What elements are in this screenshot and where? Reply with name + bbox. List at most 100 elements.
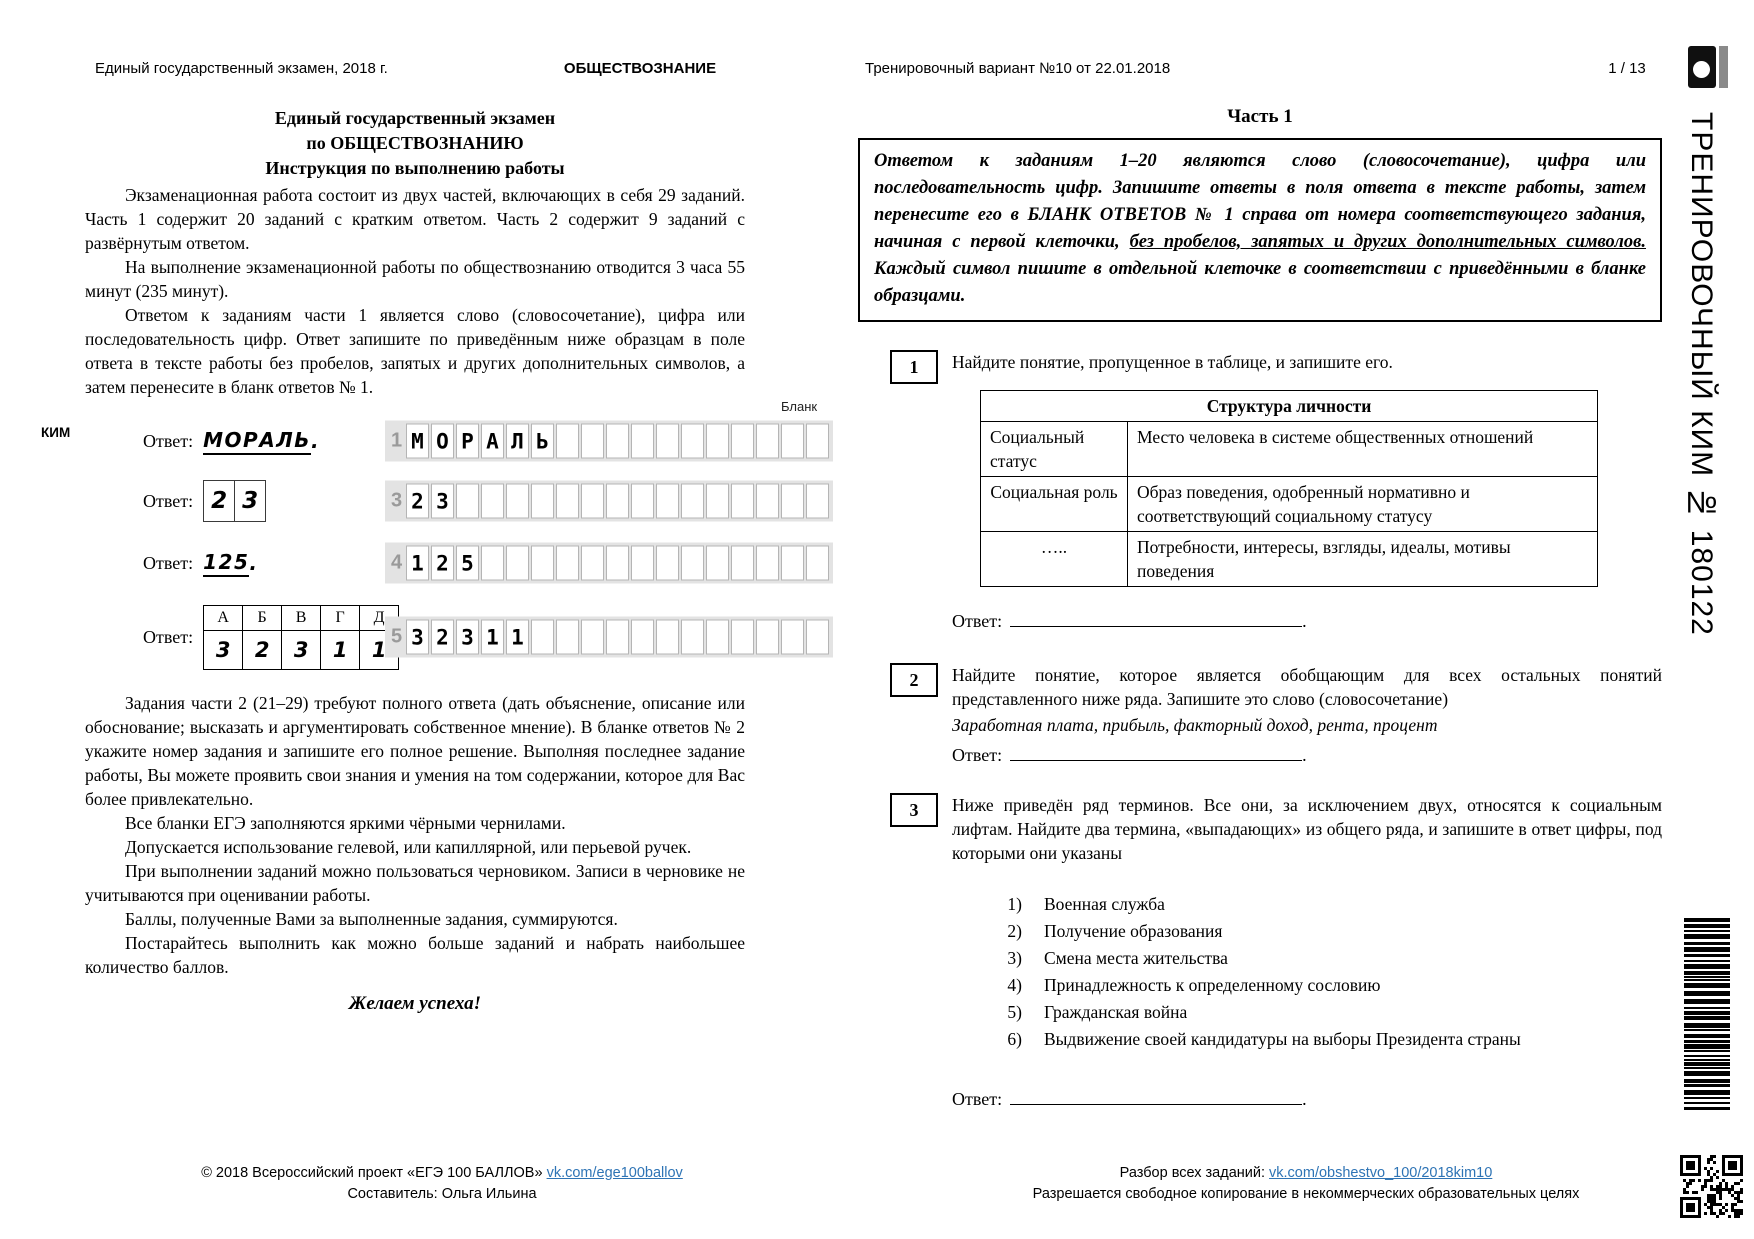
grid-cell [706,619,729,655]
footer-left-link[interactable]: vk.com/ege100ballov [546,1165,683,1181]
grid-cell [756,423,779,459]
footer-review-line: Разбор всех заданий: vk.com/obshestvo_10… [950,1163,1662,1184]
footer-right-link[interactable]: vk.com/obshestvo_100/2018kim10 [1269,1165,1493,1181]
footer-license: Разрешается свободное копирование в неко… [950,1184,1662,1205]
grid-cell [556,545,579,581]
table-term-cell: Социальная роль [980,476,1128,532]
good-luck-text: Желаем успеха! [348,993,482,1014]
table-definition-cell: Образ поведения, одобренный нормативно и… [1127,476,1598,532]
grid-cell [806,545,829,581]
grid-cell: 1 [506,619,529,655]
grid-cell: 1 [406,545,429,581]
kim-vertical-label: ТРЕНИРОВОЧНЫЙ КИМ № 180122 [1685,112,1718,636]
barcode-bar [1684,1107,1730,1110]
table-definition-cell: Потребности, интересы, взгляды, идеалы, … [1127,531,1598,587]
header-variant: Тренировочный вариант №10 от 22.01.2018 [865,60,1171,77]
footer-right: Разбор всех заданий: vk.com/obshestvo_10… [950,1163,1662,1205]
instruction-paragraph: На выполнение экзаменационной работы по … [85,257,745,301]
barcode-bar [1684,942,1730,945]
question-3: 3 Ниже приведён ряд терминов. Все они, з… [858,793,1662,1111]
grid-cell [581,423,604,459]
grid-cell [631,423,654,459]
list-item-text: Принадлежность к определенному сословию [1044,975,1381,995]
question-2-answer-line: Ответ:. [952,743,1662,767]
instruction-paragraph: Постарайтесь выполнить как можно больше … [85,933,745,977]
question-2-text: Найдите понятие, которое является обобща… [952,665,1662,709]
list-item: 5) Гражданская война [996,999,1662,1026]
grid-cell [656,545,679,581]
grid-cell [531,619,554,655]
answer-label: Ответ: [952,1089,1003,1109]
handwritten-answer-suffix: . [311,429,319,453]
grid-cell [731,545,754,581]
instruction-paragraph: Допускается использование гелевой, или к… [125,837,692,857]
instruction-paragraph: Все бланки ЕГЭ заполняются яркими чёрным… [125,813,566,833]
sample-answer-row: Ответ: 125. 4 1 2 5 [85,533,833,593]
instruction-paragraphs-top: Экзаменационная работа состоит из двух ч… [85,183,745,399]
grid-cell [781,483,804,519]
question-1-number: 1 [890,350,938,384]
header-exam-name: Единый государственный экзамен, 2018 г. [95,60,388,77]
grid-cell [756,483,779,519]
blank-label: Бланк [781,399,818,414]
list-item-number: 4) [1007,975,1022,995]
barcode-bar [1684,930,1730,932]
grid-cell: 1 [481,619,504,655]
barcode-bar [1684,976,1730,978]
grid-cell: 3 [406,619,429,655]
grid-number: 1 [390,429,403,452]
barcode-bar [1684,1029,1730,1031]
match-header-cell: Г [320,604,361,631]
grid-cell: 2 [431,619,454,655]
barcode-bar [1684,1050,1730,1052]
match-value-cell: 1 [320,629,361,670]
barcode-bar [1684,924,1730,928]
barcode-bar [1684,971,1730,975]
table-row: ….. Потребности, интересы, взгляды, идеал… [980,531,1598,587]
right-sidebar: ТРЕНИРОВОЧНЫЙ КИМ № 180122 [1662,0,1754,1239]
list-item-number: 2) [1007,921,1022,941]
list-item-text: Смена места жительства [1044,948,1228,968]
grid-cell [606,545,629,581]
grid-cell [481,483,504,519]
barcode-bar [1684,1040,1730,1043]
question-2-terms: Заработная плата, прибыль, факторный дох… [952,715,1438,735]
barcode-bar [1684,1084,1730,1087]
grid-cell [756,619,779,655]
barcode-bar [1684,1090,1730,1095]
match-header-cell: Б [242,604,283,631]
grid-cell [681,619,704,655]
grid-cell [631,619,654,655]
question-3-number: 3 [890,793,938,827]
grid-cell [531,545,554,581]
grid-cell: Л [506,423,529,459]
barcode-bar [1684,1102,1730,1104]
grid-cell [731,423,754,459]
answer-label: Ответ: [143,430,194,451]
kim-label: КИМ [41,425,71,440]
table-definition-cell: Место человека в системе общественных от… [1127,421,1598,477]
grid-cell [581,545,604,581]
barcode-bar [1684,918,1730,922]
list-item-number: 3) [1007,948,1022,968]
grid-cell [706,545,729,581]
barcode-bar [1684,954,1730,957]
grid-cell [531,483,554,519]
list-item: 4) Принадлежность к определенному сослови… [996,972,1662,999]
footer-left: © 2018 Всероссийский проект «ЕГЭ 100 БАЛ… [85,1163,799,1205]
grid-number: 3 [390,489,403,512]
grid-cell: 3 [431,483,454,519]
grid-cell [556,483,579,519]
ege100ballov-logo-icon [1688,46,1728,88]
handwritten-answer-suffix: . [249,551,257,575]
grid-cell [681,545,704,581]
table-title-row: Структура личности [980,390,1598,422]
boxed-digit: 3 [242,488,259,514]
grid-cell [656,423,679,459]
